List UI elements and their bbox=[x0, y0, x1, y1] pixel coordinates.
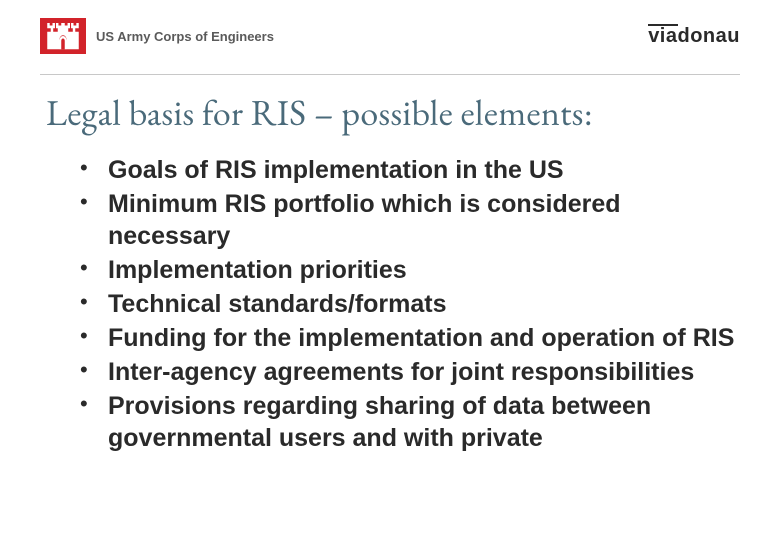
corps-label: US Army Corps of Engineers bbox=[96, 29, 274, 44]
header-divider bbox=[40, 74, 740, 75]
list-item: Implementation priorities bbox=[80, 254, 740, 286]
list-item: Goals of RIS implementation in the US bbox=[80, 154, 740, 186]
list-item: Technical standards/formats bbox=[80, 288, 740, 320]
viadonau-logo: viadonau bbox=[648, 25, 740, 48]
slide-title: Legal basis for RIS – possible elements: bbox=[46, 89, 740, 136]
slide: US Army Corps of Engineers viadonau Lega… bbox=[0, 0, 780, 540]
list-item: Inter-agency agreements for joint respon… bbox=[80, 356, 740, 388]
list-item: Funding for the implementation and opera… bbox=[80, 322, 740, 354]
viadonau-overline: via bbox=[648, 25, 677, 48]
list-item: Minimum RIS portfolio which is considere… bbox=[80, 188, 740, 252]
viadonau-rest: donau bbox=[678, 25, 741, 47]
header: US Army Corps of Engineers viadonau bbox=[40, 18, 740, 54]
bullet-list: Goals of RIS implementation in the US Mi… bbox=[40, 154, 740, 454]
usace-castle-icon bbox=[40, 18, 86, 54]
list-item: Provisions regarding sharing of data bet… bbox=[80, 390, 740, 454]
header-left: US Army Corps of Engineers bbox=[40, 18, 274, 54]
